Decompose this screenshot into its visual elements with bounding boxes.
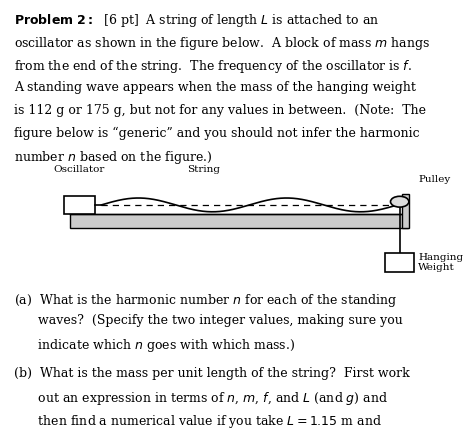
Bar — [402, 194, 409, 228]
Text: out an expression in terms of $n$, $m$, $f$, and $L$ (and $g$) and: out an expression in terms of $n$, $m$, … — [14, 390, 388, 407]
Text: oscillator as shown in the figure below.  A block of mass $m$ hangs: oscillator as shown in the figure below.… — [14, 35, 430, 52]
Text: indicate which $n$ goes with which mass.): indicate which $n$ goes with which mass.… — [14, 337, 295, 354]
Text: Hanging
Weight: Hanging Weight — [419, 253, 464, 272]
Text: figure below is “generic” and you should not infer the harmonic: figure below is “generic” and you should… — [14, 127, 420, 140]
Text: is 112 g or 175 g, but not for any values in between.  (Note:  The: is 112 g or 175 g, but not for any value… — [14, 104, 426, 117]
Text: Oscillator: Oscillator — [54, 165, 105, 174]
Bar — [385, 254, 414, 272]
Text: (b)  What is the mass per unit length of the string?  First work: (b) What is the mass per unit length of … — [14, 367, 410, 380]
Circle shape — [391, 196, 409, 207]
Text: waves?  (Specify the two integer values, making sure you: waves? (Specify the two integer values, … — [14, 314, 403, 327]
Bar — [64, 196, 95, 214]
Text: Pulley: Pulley — [419, 175, 451, 184]
Text: number $n$ based on the figure.): number $n$ based on the figure.) — [14, 149, 213, 166]
Text: A standing wave appears when the mass of the hanging weight: A standing wave appears when the mass of… — [14, 81, 416, 94]
Text: from the end of the string.  The frequency of the oscillator is $f$.: from the end of the string. The frequenc… — [14, 58, 412, 75]
Text: $\mathbf{Problem\ 2:}$  [6 pt]  A string of length $L$ is attached to an: $\mathbf{Problem\ 2:}$ [6 pt] A string o… — [14, 12, 380, 29]
Text: then find a numerical value if you take $L = 1.15$ m and: then find a numerical value if you take … — [14, 413, 382, 430]
Bar — [70, 214, 408, 228]
Text: (a)  What is the harmonic number $n$ for each of the standing: (a) What is the harmonic number $n$ for … — [14, 292, 398, 308]
Text: String: String — [187, 165, 220, 174]
